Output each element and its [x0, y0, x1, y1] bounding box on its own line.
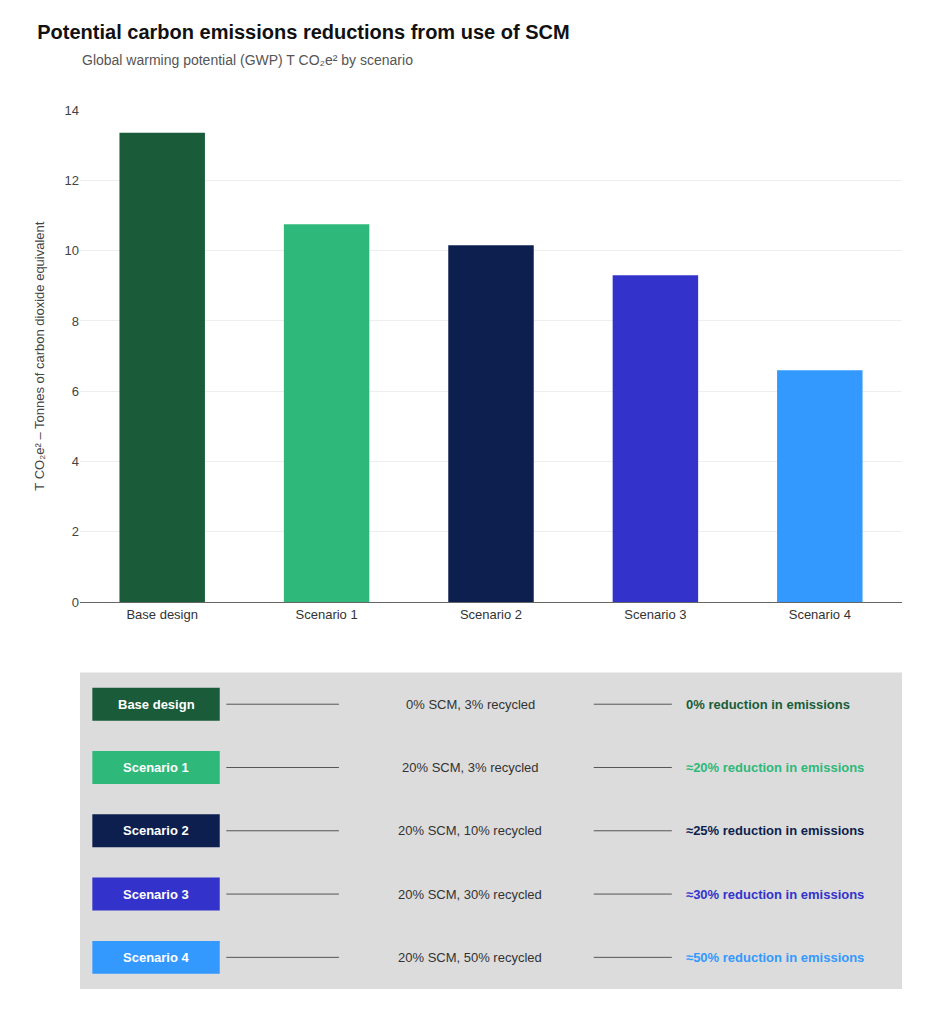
- svg-text:20% SCM, 30% recycled: 20% SCM, 30% recycled: [398, 887, 542, 902]
- svg-text:≈20% reduction in emissions: ≈20% reduction in emissions: [686, 760, 864, 775]
- svg-text:10: 10: [65, 243, 79, 258]
- svg-text:8: 8: [72, 314, 79, 329]
- svg-text:Base design: Base design: [126, 607, 198, 622]
- svg-text:Scenario 2: Scenario 2: [123, 823, 189, 838]
- svg-text:Scenario 4: Scenario 4: [789, 607, 851, 622]
- svg-text:4: 4: [72, 454, 79, 469]
- svg-text:6: 6: [72, 384, 79, 399]
- svg-text:Scenario 3: Scenario 3: [624, 607, 686, 622]
- svg-text:2: 2: [72, 524, 79, 539]
- svg-text:0% reduction in emissions: 0% reduction in emissions: [686, 697, 850, 712]
- svg-text:≈50% reduction in emissions: ≈50% reduction in emissions: [686, 950, 864, 965]
- svg-text:14: 14: [65, 103, 79, 118]
- svg-text:20% SCM, 10% recycled: 20% SCM, 10% recycled: [398, 823, 542, 838]
- svg-text:Global warming potential (GWP): Global warming potential (GWP) T CO₂e² b…: [82, 52, 413, 68]
- svg-text:0: 0: [72, 595, 79, 610]
- svg-text:12: 12: [65, 173, 79, 188]
- svg-text:Scenario 2: Scenario 2: [460, 607, 522, 622]
- svg-text:Scenario 3: Scenario 3: [123, 887, 189, 902]
- svg-text:Scenario 4: Scenario 4: [123, 950, 190, 965]
- svg-text:≈25% reduction in emissions: ≈25% reduction in emissions: [686, 823, 864, 838]
- svg-text:≈30% reduction in emissions: ≈30% reduction in emissions: [686, 887, 864, 902]
- svg-text:Scenario 1: Scenario 1: [296, 607, 358, 622]
- svg-text:T CO₂e² – Tonnes of carbon dio: T CO₂e² – Tonnes of carbon dioxide equiv…: [32, 221, 47, 490]
- svg-text:20% SCM, 50% recycled: 20% SCM, 50% recycled: [398, 950, 542, 965]
- svg-text:0% SCM, 3% recycled: 0% SCM, 3% recycled: [406, 697, 535, 712]
- svg-text:Scenario 1: Scenario 1: [123, 760, 189, 775]
- svg-text:20% SCM, 3% recycled: 20% SCM, 3% recycled: [402, 760, 539, 775]
- svg-text:Potential carbon emissions red: Potential carbon emissions reductions fr…: [37, 21, 569, 43]
- svg-text:Base design: Base design: [118, 697, 195, 712]
